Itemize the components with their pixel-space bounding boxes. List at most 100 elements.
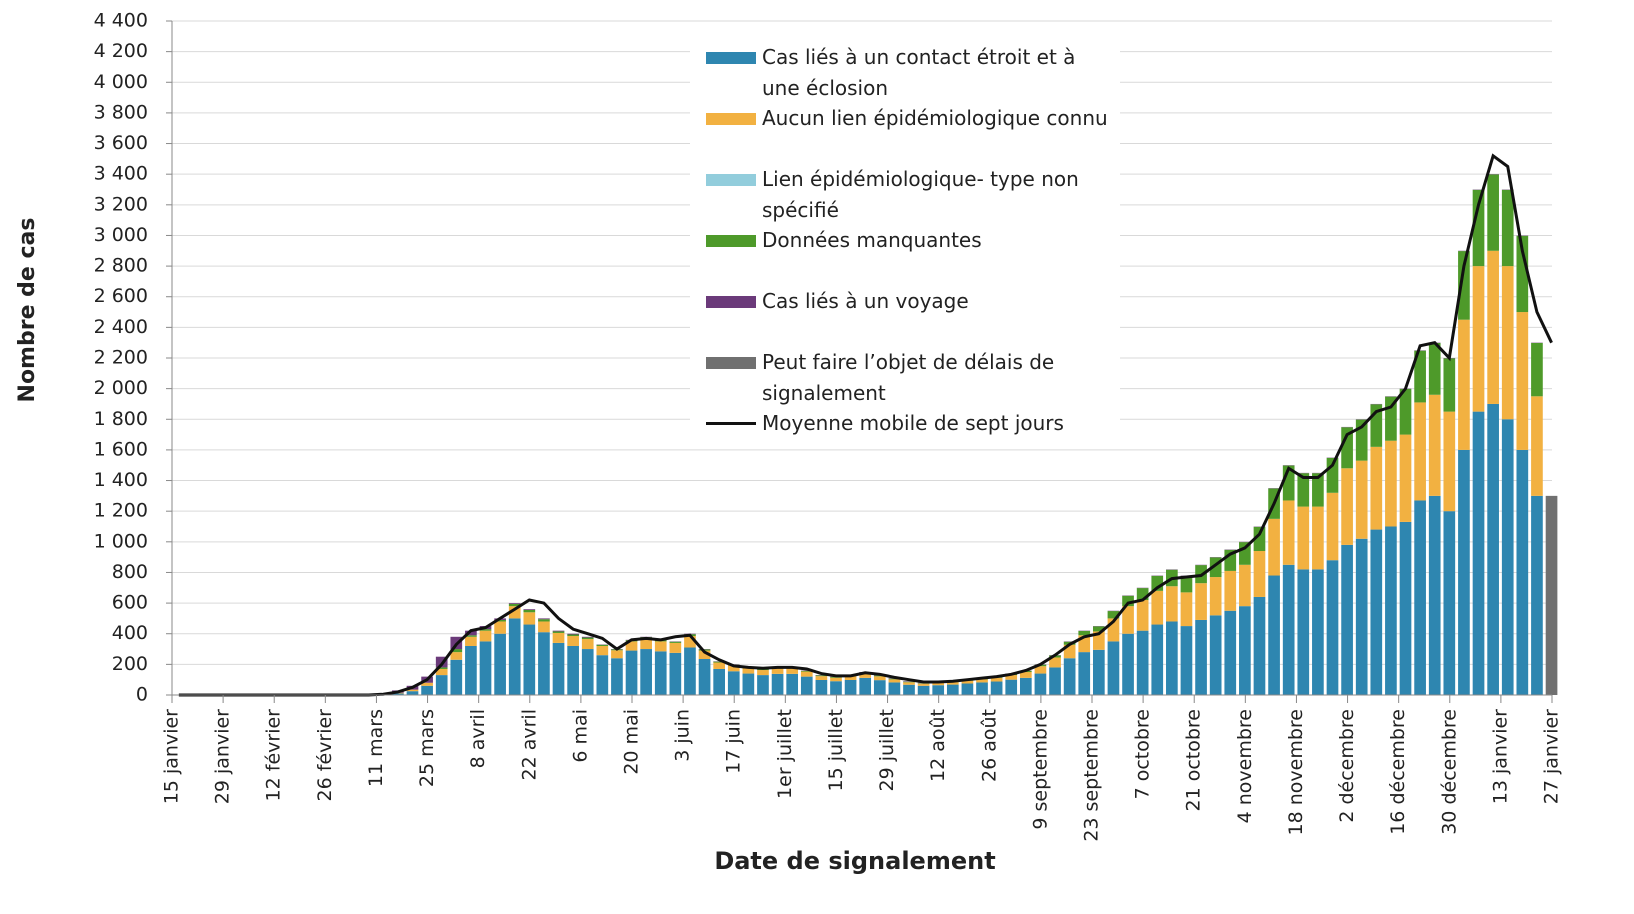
legend-entry: Moyenne mobile de sept jours [704, 408, 1104, 469]
bar-segment [932, 685, 945, 695]
bar-segment [1122, 606, 1134, 634]
bar-segment [1312, 569, 1324, 695]
bar-segment [873, 676, 886, 681]
x-tick-label: 17 juin [723, 709, 745, 774]
bar-segment [1166, 621, 1178, 695]
bar-segment [961, 683, 974, 695]
bar-segment [873, 680, 886, 695]
bar-segment [1501, 266, 1514, 420]
bar-segment [654, 651, 667, 695]
bar-segment [450, 649, 463, 653]
bar-segment [1487, 250, 1499, 404]
y-tick-label: 2 600 [94, 285, 148, 307]
bar-segment [1005, 679, 1018, 695]
bar-segment [786, 668, 799, 674]
y-tick-label: 1 800 [94, 408, 148, 430]
bar-segment [1531, 495, 1543, 695]
bar-segment [1428, 342, 1441, 395]
bar-segment [1253, 526, 1266, 552]
bar-segment [873, 675, 886, 677]
x-tick-label: 29 juillet [876, 709, 898, 792]
bar-segment [1019, 672, 1032, 678]
bar-segment [1501, 419, 1514, 695]
bar-segment [625, 641, 638, 651]
bar-segment [961, 680, 974, 684]
bar-segment [1443, 511, 1456, 695]
bar-segment [1341, 544, 1353, 695]
bar-segment [888, 682, 901, 695]
bar-segment [596, 645, 609, 656]
bar-segment [465, 630, 477, 636]
bar-segment [465, 636, 477, 646]
bar-segment [990, 681, 1003, 695]
y-tick-label: 3 400 [94, 163, 148, 185]
legend-label: Lien épidémiologique- type non spécifié [762, 167, 1079, 222]
bar-segment [392, 693, 404, 695]
bar-segment [640, 638, 652, 650]
bar-segment [830, 677, 842, 682]
bar-segment [1122, 633, 1134, 695]
x-tick-label: 20 mai [621, 709, 643, 775]
bar-segment [1209, 577, 1222, 616]
bar-segment [523, 609, 536, 610]
y-tick-label: 2 000 [94, 377, 148, 399]
bar-segment [1151, 624, 1164, 695]
bar-segment [1385, 526, 1397, 695]
bar-segment [1297, 473, 1310, 507]
bar-segment [523, 612, 536, 625]
legend-swatch [706, 113, 756, 125]
bar-segment [698, 659, 711, 695]
bar-segment [1282, 564, 1295, 695]
y-tick-label: 2 200 [94, 347, 148, 369]
bar-segment [1370, 446, 1383, 530]
bar-segment [1209, 557, 1222, 578]
legend-entry: Données manquantes [704, 225, 1104, 286]
bar-segment [1063, 658, 1076, 695]
x-tick-label: 8 avril [467, 709, 489, 768]
bar-segment [508, 618, 521, 695]
bar-segment [888, 678, 901, 680]
bar-segment [1531, 342, 1543, 397]
y-tick-label: 2 400 [94, 316, 148, 338]
bar-segment [1209, 615, 1222, 695]
bar-segment [713, 662, 725, 669]
bar-segment [1399, 434, 1412, 522]
legend-label: Cas liés à un contact étroit et à une éc… [762, 45, 1076, 100]
bar-segment [1151, 575, 1164, 591]
bar-segment [742, 668, 755, 674]
legend-swatch [706, 52, 756, 64]
bar-segment [552, 632, 565, 643]
bar-segment [1049, 657, 1061, 668]
x-tick-label: 26 août [978, 709, 1000, 782]
bar-segment [786, 673, 799, 695]
bar-segment [727, 671, 740, 695]
bar-segment [1005, 675, 1018, 680]
bar-segment [523, 609, 536, 613]
bar-segment [1428, 394, 1441, 496]
bar-segment [757, 675, 769, 695]
x-tick-label: 2 décembre [1336, 709, 1358, 823]
bar-segment [1063, 644, 1076, 659]
bar-segment [1049, 667, 1061, 695]
bar-segment [1370, 404, 1383, 447]
legend-swatch [706, 422, 756, 425]
bar-segment [552, 631, 565, 633]
bar-segment [830, 681, 842, 695]
y-tick-label: 3 000 [94, 224, 148, 246]
bar-segment [406, 689, 419, 692]
bar-segment [1093, 649, 1105, 695]
bar-segment [844, 679, 857, 695]
x-tick-label: 21 octobre [1183, 709, 1205, 812]
bar-segment [1239, 564, 1251, 607]
bar-segment [1136, 630, 1149, 695]
bar-segment [669, 641, 682, 643]
y-axis-title: Nombre de cas [15, 218, 40, 403]
bar-segment [611, 650, 623, 659]
bar-segment [1399, 521, 1412, 695]
bar-segment [538, 618, 550, 620]
bar-segment [917, 685, 930, 695]
bar-segment [669, 652, 682, 695]
bar-segment [640, 649, 652, 695]
bar-segment [1472, 266, 1485, 412]
bar-segment [581, 649, 594, 695]
